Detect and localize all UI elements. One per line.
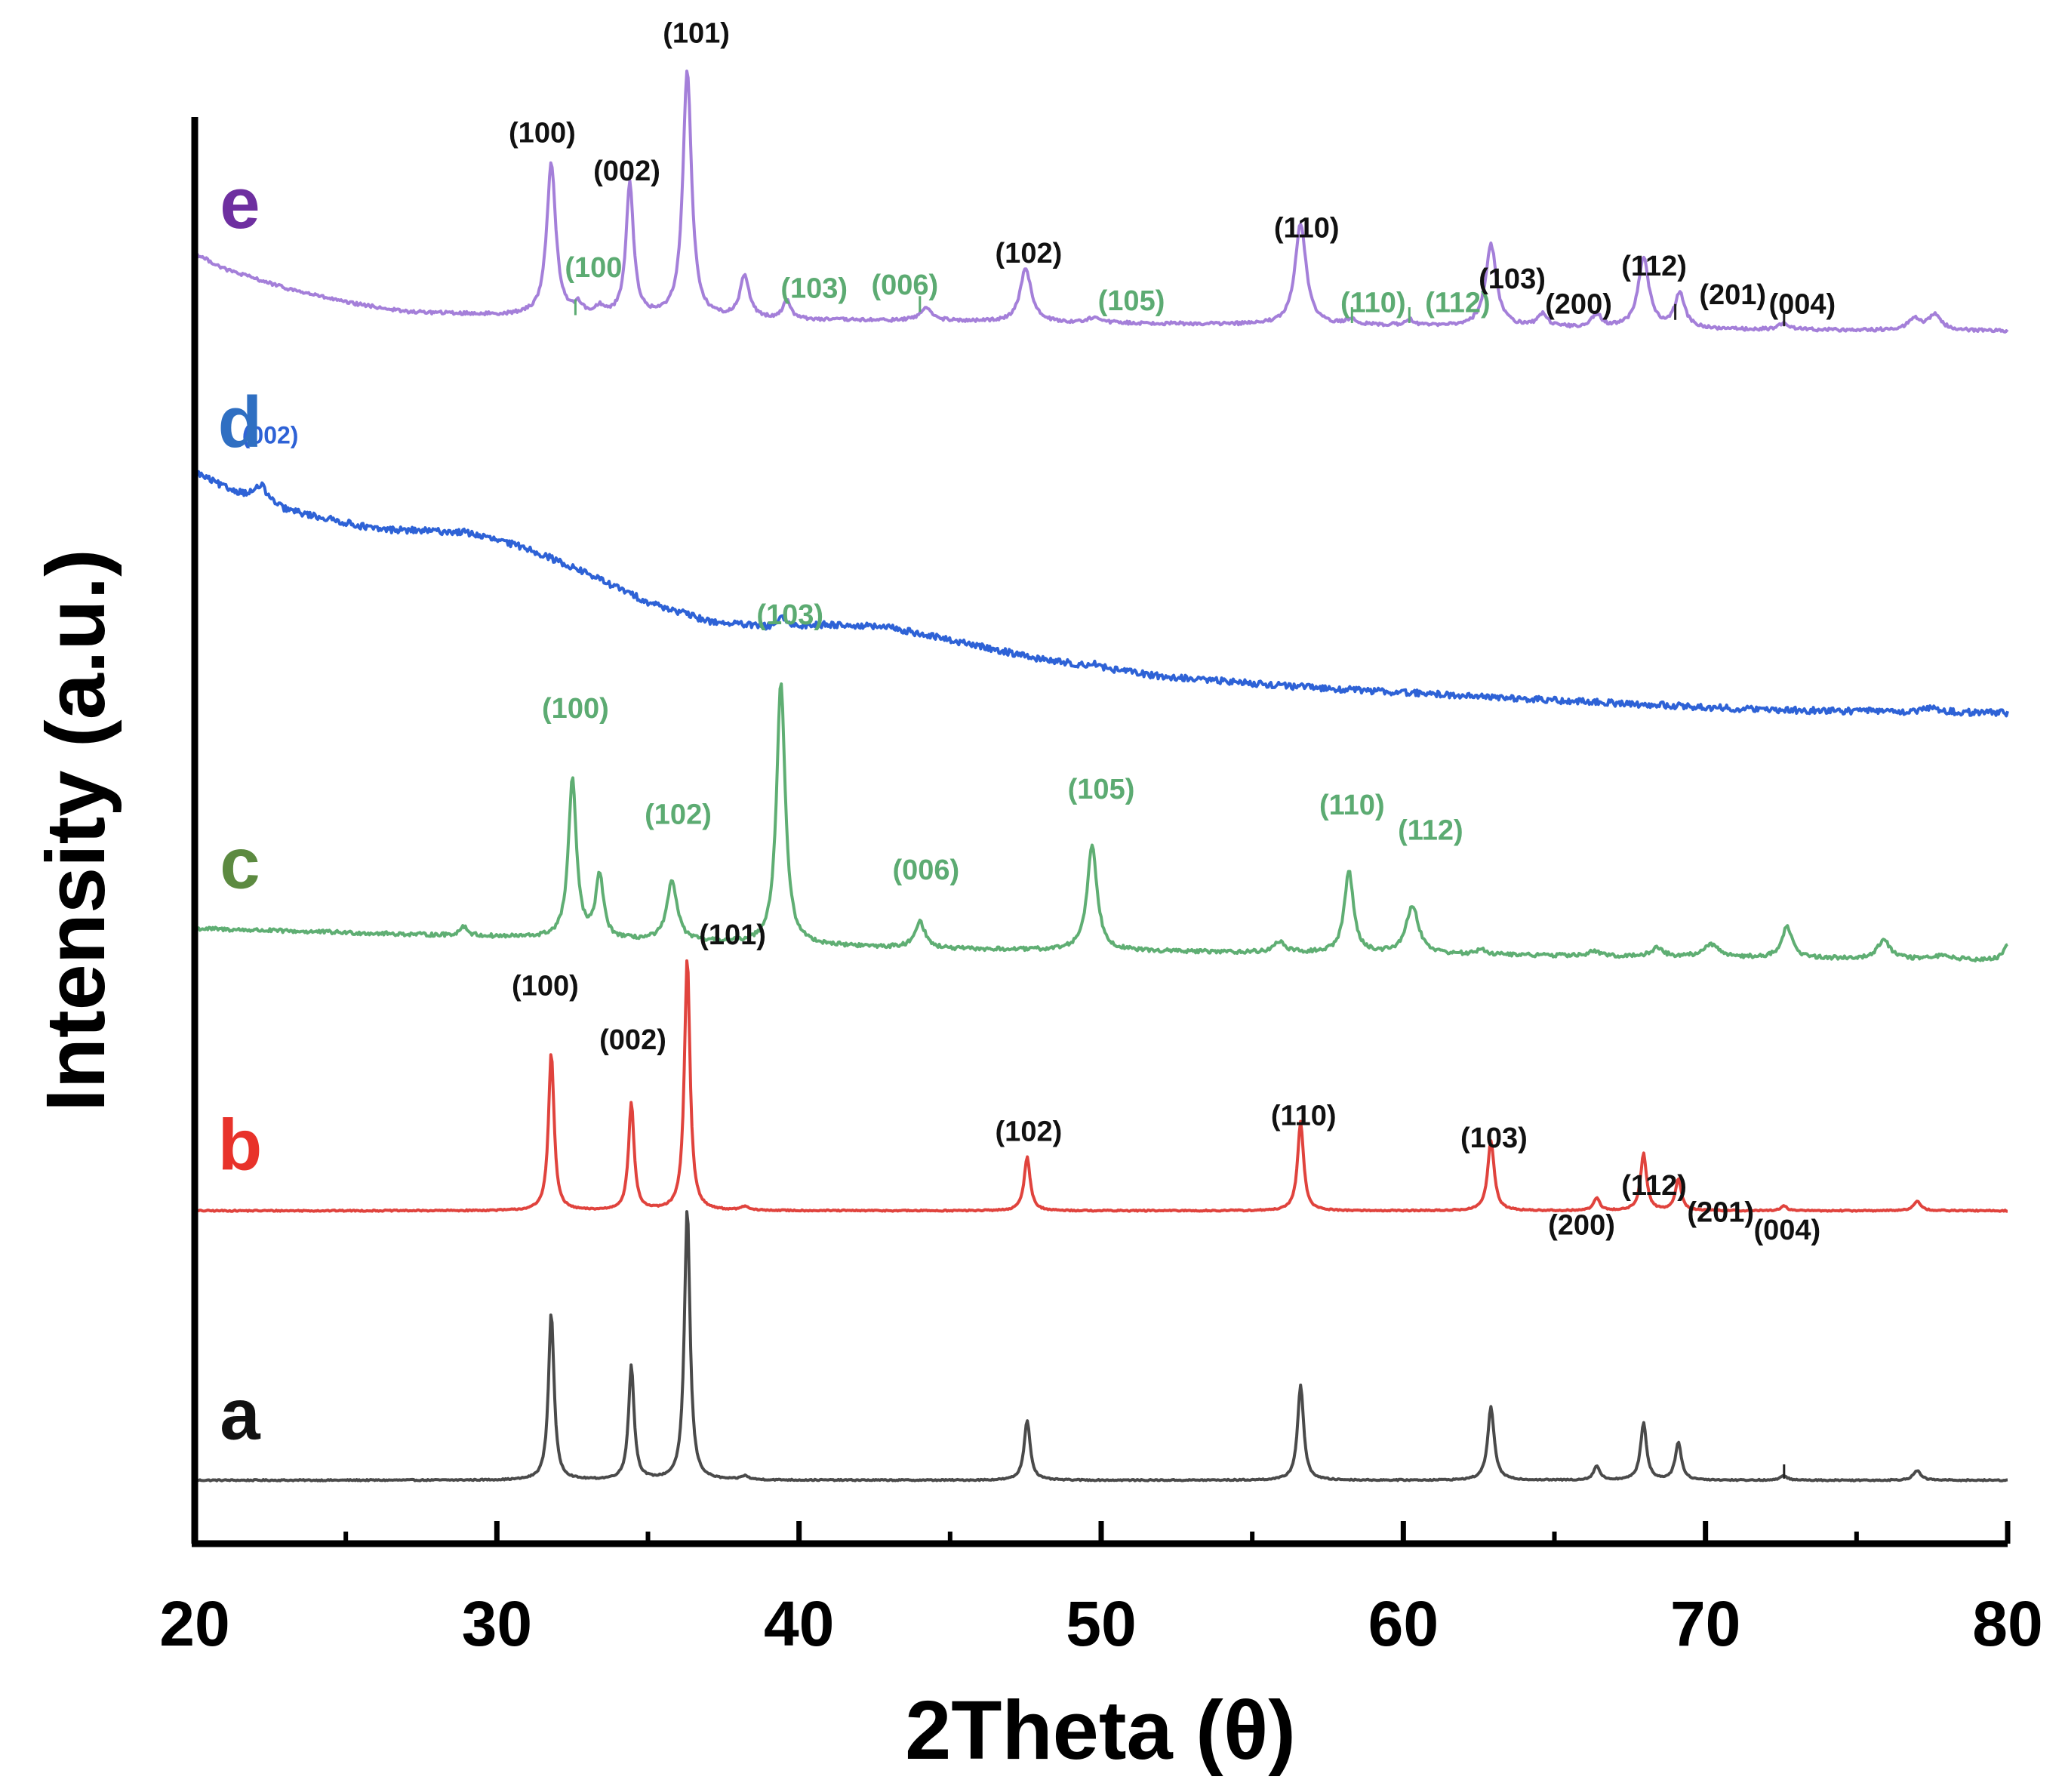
peak-label-e-33: (004) (1768, 288, 1836, 320)
peak-label-a-8: (201) (1687, 1197, 1754, 1229)
x-tick-label-50: 50 (1066, 1588, 1136, 1659)
x-axis-title: 2Theta (θ) (905, 1684, 1296, 1777)
x-tick-label-30: 30 (462, 1588, 532, 1659)
x-tick-label-60: 60 (1368, 1588, 1439, 1659)
peak-label-e-23: (006) (871, 269, 938, 301)
peak-label-a-3: (102) (996, 1116, 1063, 1148)
peak-label-e-26: (110) (1274, 213, 1340, 245)
peak-label-e-27: (110) (1340, 287, 1406, 319)
peak-label-e-32: (201) (1699, 279, 1766, 311)
peak-label-c-16: (112) (1398, 815, 1463, 847)
peak-label-e-24: (102) (996, 238, 1063, 269)
peak-label-a-6: (200) (1548, 1210, 1615, 1242)
peak-label-e-20: (002) (593, 155, 660, 187)
curve-letter-d: d (218, 382, 263, 463)
peak-label-c-12: (103) (756, 599, 823, 631)
peak-label-a-7: (112) (1621, 1170, 1687, 1202)
peak-label-e-25: (105) (1098, 285, 1165, 317)
curve-letter-e: e (220, 163, 260, 244)
peak-label-e-31: (112) (1621, 251, 1687, 282)
series-line-d (193, 469, 2009, 718)
peak-label-a-9: (004) (1753, 1215, 1820, 1246)
peak-label-c-15: (110) (1319, 790, 1385, 821)
peak-label-e-22: (103) (780, 272, 848, 304)
curve-letter-b: b (218, 1104, 263, 1185)
peak-label-a-4: (110) (1271, 1101, 1337, 1132)
peak-label-c-11: (102) (645, 799, 712, 831)
peak-label-e-21: (101) (663, 17, 730, 49)
series-layer (193, 69, 2009, 1483)
y-axis-title: Intensity (a.u.) (29, 549, 122, 1112)
x-ticks-layer: 20 30 40 50 60 70 80 (159, 1521, 2043, 1659)
peak-label-d-17: (002) (242, 422, 299, 449)
x-tick-label-40: 40 (764, 1588, 834, 1659)
series-line-a (194, 1210, 2008, 1483)
peak-label-e-29: (103) (1479, 263, 1546, 295)
peak-labels-layer: (100)(002)(101)(102) (110)(103)(200)(112)… (242, 17, 1836, 1246)
peak-label-e-30: (200) (1545, 288, 1612, 320)
x-tick-label-20: 20 (159, 1588, 229, 1659)
reference-marks-layer (574, 296, 1786, 1479)
curve-letters-layer: a b c d e (218, 163, 263, 1455)
peak-label-a-1: (002) (599, 1024, 666, 1056)
peak-label-e-28: (112) (1425, 287, 1491, 319)
curve-letter-c: c (220, 824, 260, 904)
series-line-c (194, 682, 2008, 962)
peak-label-c-13: (006) (892, 854, 959, 886)
peak-label-e-19: (100 (565, 252, 622, 284)
peak-label-a-0: (100) (512, 970, 579, 1002)
curve-letter-a: a (220, 1374, 260, 1455)
peak-label-e-18: (100) (509, 118, 576, 149)
axes-layer (191, 117, 2008, 1547)
peak-label-a-5: (103) (1460, 1122, 1528, 1154)
peak-label-a-2: (101) (699, 919, 766, 951)
series-line-b (193, 959, 2008, 1213)
series-line-e (193, 69, 2009, 334)
x-tick-label-80: 80 (1972, 1588, 2042, 1659)
x-tick-label-70: 70 (1670, 1588, 1740, 1659)
peak-label-c-14: (105) (1068, 774, 1135, 805)
peak-label-c-10: (100) (542, 693, 609, 725)
